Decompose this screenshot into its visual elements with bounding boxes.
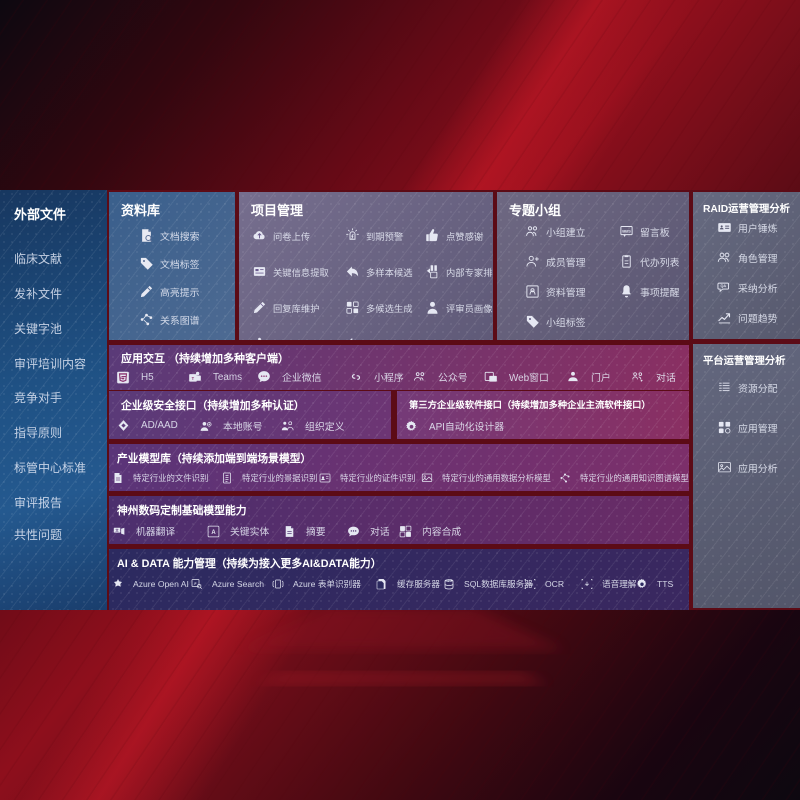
svg-text:F: F xyxy=(194,582,197,586)
svg-text:SQL: SQL xyxy=(446,580,452,583)
svg-text:文: 文 xyxy=(114,527,119,532)
svg-text:QA: QA xyxy=(720,284,726,288)
svg-text:A: A xyxy=(211,529,216,535)
svg-text:OCR: OCR xyxy=(527,583,535,587)
svg-text:BBS: BBS xyxy=(622,228,631,233)
